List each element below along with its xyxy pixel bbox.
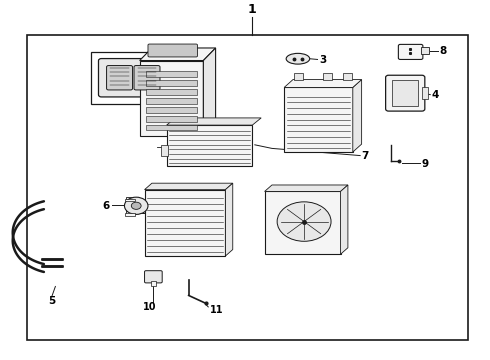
Bar (146, 116, 197, 122)
Bar (146, 80, 197, 86)
FancyBboxPatch shape (145, 271, 162, 283)
Bar (27, 35, 468, 340)
Text: 6: 6 (102, 201, 110, 211)
Text: 1: 1 (248, 4, 257, 17)
Text: 9: 9 (422, 159, 429, 169)
Polygon shape (140, 60, 203, 136)
Bar (294, 73, 303, 80)
Text: 5: 5 (49, 296, 55, 306)
Bar (146, 107, 197, 113)
Polygon shape (265, 185, 348, 192)
Text: 11: 11 (210, 305, 223, 315)
Bar (146, 98, 197, 104)
Bar (392, 80, 418, 106)
Polygon shape (225, 183, 233, 256)
Text: 8: 8 (439, 46, 446, 56)
Polygon shape (140, 48, 216, 60)
FancyBboxPatch shape (386, 75, 425, 111)
Text: 2: 2 (182, 82, 190, 93)
FancyBboxPatch shape (107, 66, 132, 90)
Text: 10: 10 (143, 302, 156, 312)
Polygon shape (167, 118, 261, 125)
Bar (91, 51, 176, 104)
Bar (161, 145, 168, 156)
Bar (422, 87, 428, 99)
Bar (167, 125, 252, 166)
FancyBboxPatch shape (398, 44, 423, 59)
Circle shape (277, 202, 331, 241)
Bar (146, 89, 197, 95)
Polygon shape (341, 185, 348, 254)
Bar (146, 71, 197, 77)
Polygon shape (203, 48, 216, 136)
FancyBboxPatch shape (98, 59, 168, 97)
Circle shape (131, 202, 141, 210)
Bar (284, 87, 353, 152)
FancyBboxPatch shape (148, 44, 197, 57)
Text: 4: 4 (432, 90, 439, 100)
FancyBboxPatch shape (134, 66, 160, 90)
Bar (323, 73, 332, 80)
Circle shape (124, 197, 148, 215)
Text: 7: 7 (362, 151, 369, 161)
Polygon shape (353, 80, 362, 152)
Ellipse shape (286, 53, 310, 64)
Bar (265, 192, 341, 254)
Polygon shape (145, 183, 233, 190)
Text: 3: 3 (319, 55, 326, 65)
Bar (125, 199, 135, 202)
Bar (151, 281, 156, 286)
Bar (343, 73, 352, 80)
Bar (145, 190, 225, 256)
Bar (421, 47, 429, 54)
Bar (126, 197, 133, 215)
Bar (146, 125, 197, 130)
Polygon shape (284, 80, 362, 87)
Bar (125, 213, 135, 216)
